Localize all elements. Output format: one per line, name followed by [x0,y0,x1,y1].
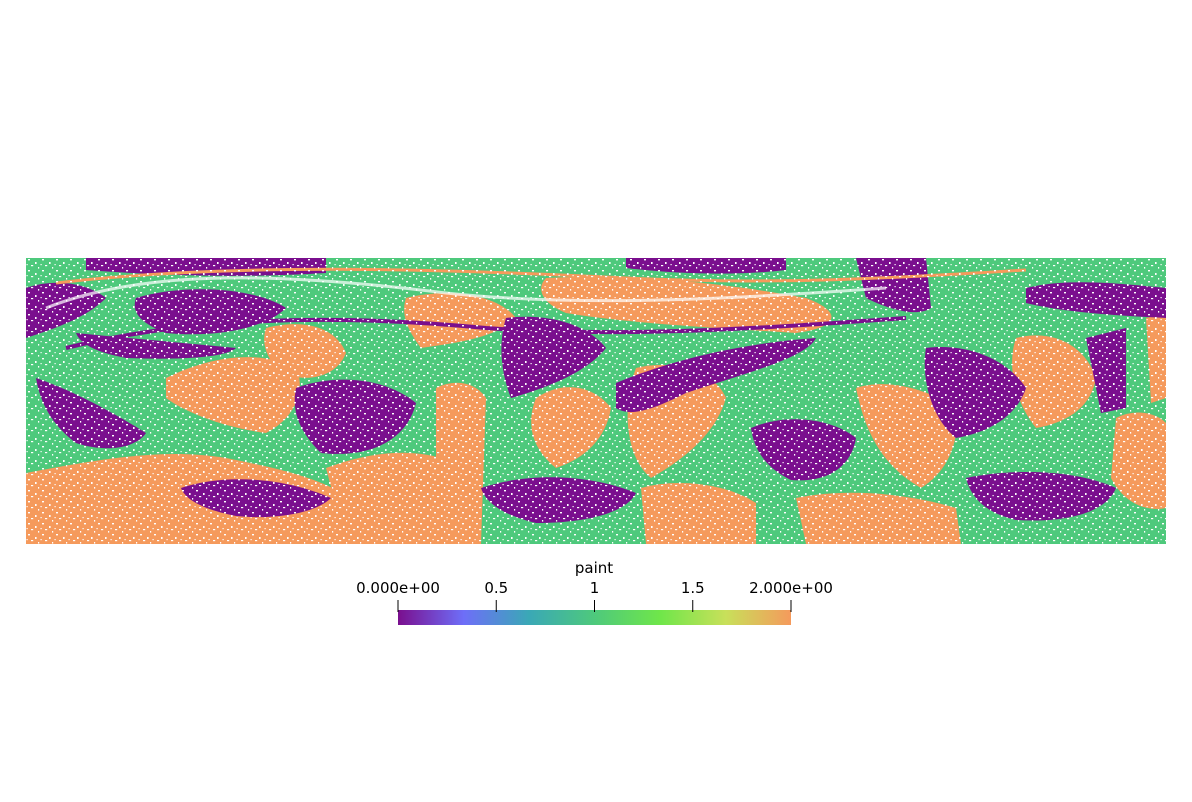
colorbar-tick-label: 2.000e+00 [749,579,833,597]
colorbar-tick-label: 1.5 [680,579,705,597]
paint-field [26,258,1166,544]
colorbar-tick-label: 1 [589,579,600,597]
colorbar-tick-label: 0.5 [484,579,509,597]
colorbar-tick-label: 0.000e+00 [356,579,440,597]
colorbar-gradient [398,610,791,625]
colorbar-title: paint [574,559,614,577]
speckle-overlay [26,258,1166,544]
